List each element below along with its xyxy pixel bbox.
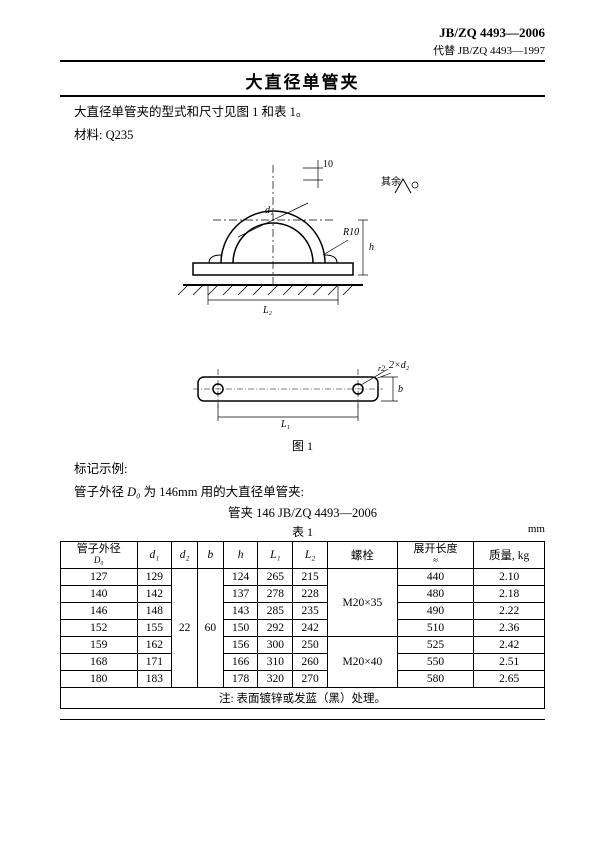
table-note: 注: 表面镀锌或发蓝（黑）处理。 xyxy=(61,688,545,709)
col-len: 展开长度≈ xyxy=(397,542,474,569)
divider-top xyxy=(60,60,545,62)
col-L1: L₁ xyxy=(258,542,293,569)
dim-r2: r2 xyxy=(378,364,385,373)
col-h: h xyxy=(223,542,258,569)
intro-text: 大直径单管夹的型式和尺寸见图 1 和表 1。 xyxy=(74,101,545,120)
table-unit: mm xyxy=(528,523,545,535)
col-d1: d₁ xyxy=(137,542,172,569)
divider-bottom xyxy=(60,719,545,720)
dim-L2: L₂ xyxy=(262,305,273,316)
col-d2: d₂ xyxy=(172,542,198,569)
table-row: 1271292260124265215M20×354402.10 xyxy=(61,569,545,586)
surface-label: 其余 xyxy=(381,175,401,188)
dim-d1: d₁ xyxy=(265,205,273,216)
replaces-note: 代替 JB/ZQ 4493—1997 xyxy=(60,42,545,58)
col-bolt: 螺栓 xyxy=(327,542,397,569)
divider-below-title xyxy=(60,95,545,97)
marking-desc-pre: 管子外径 xyxy=(74,485,127,499)
figure-caption: 图 1 xyxy=(60,437,545,454)
figure-1: 10 d₁ R10 h L₂ 其余 xyxy=(60,155,545,433)
marking-desc: 管子外径 D₀ 为 146mm 用的大直径单管夹: xyxy=(74,481,545,500)
material-text: 材料: Q235 xyxy=(74,124,545,143)
designation-line: 管夹 146 JB/ZQ 4493—2006 xyxy=(60,502,545,521)
table-row: 159162156300250M20×405252.42 xyxy=(61,637,545,654)
dim-h: h xyxy=(369,242,374,253)
dim-t: 10 xyxy=(323,159,333,170)
dim-L1: L₁ xyxy=(280,419,290,429)
col-L2: L₂ xyxy=(293,542,328,569)
table-row: 1521551502922425102.36 xyxy=(61,620,545,637)
dim-r: R10 xyxy=(342,227,359,238)
standard-id: JB/ZQ 4493—2006 xyxy=(60,25,545,41)
col-D0: 管子外径D₀ xyxy=(61,542,138,569)
marking-desc-var: D₀ xyxy=(127,485,140,499)
document-title: 大直径单管夹 xyxy=(60,68,545,93)
dim-holes: 2×d₂ xyxy=(389,360,410,371)
marking-heading: 标记示例: xyxy=(74,458,545,477)
col-mass: 质量, kg xyxy=(474,542,545,569)
dimension-table: 管子外径D₀ d₁ d₂ b h L₁ L₂ 螺栓 展开长度≈ 质量, kg 1… xyxy=(60,541,545,709)
table-row: 1401421372782284802.18 xyxy=(61,586,545,603)
dim-b: b xyxy=(398,384,403,395)
col-b: b xyxy=(197,542,223,569)
table-row: 1801831783202705802.65 xyxy=(61,671,545,688)
table-row: 1461481432852354902.22 xyxy=(61,603,545,620)
table-caption: 表 1 xyxy=(292,523,313,540)
marking-desc-post: 为 146mm 用的大直径单管夹: xyxy=(141,485,305,499)
table-row: 1681711663102605502.51 xyxy=(61,654,545,671)
